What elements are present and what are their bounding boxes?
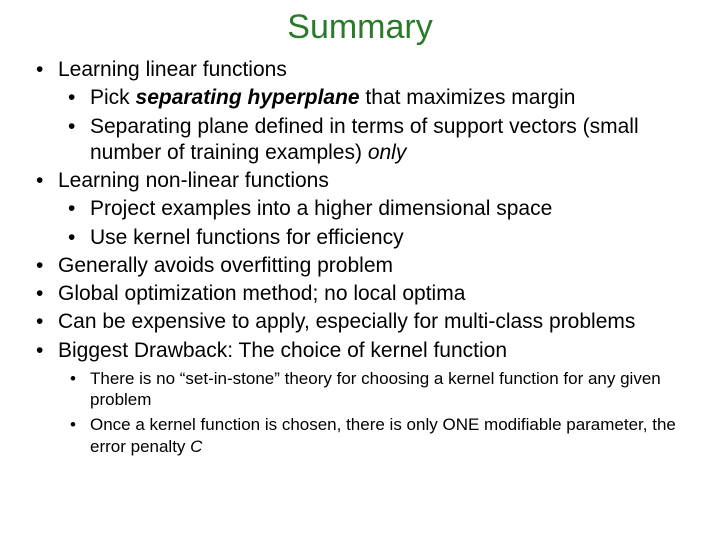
sub-text: Separating plane defined in terms of sup… xyxy=(90,115,639,164)
sub-item: There is no “set-in-stone” theory for ch… xyxy=(90,368,690,411)
sub-text: that maximizes margin xyxy=(360,86,576,109)
bullet-item: Biggest Drawback: The choice of kernel f… xyxy=(58,338,690,457)
sub-text: Once a kernel function is chosen, there … xyxy=(90,415,676,455)
bullet-item: Learning linear functions Pick separatin… xyxy=(58,57,690,166)
slide-title: Summary xyxy=(30,8,690,47)
sub-list: Project examples into a higher dimension… xyxy=(58,196,690,251)
bullet-item: Can be expensive to apply, especially fo… xyxy=(58,309,690,335)
sub-item: Pick separating hyperplane that maximize… xyxy=(90,85,690,111)
sub-text: There is no “set-in-stone” theory for ch… xyxy=(90,369,661,409)
bullet-item: Learning non-linear functions Project ex… xyxy=(58,168,690,251)
bullet-item: Global optimization method; no local opt… xyxy=(58,281,690,307)
italic-text: only xyxy=(368,141,407,164)
bullet-list: Learning linear functions Pick separatin… xyxy=(30,57,690,457)
bullet-text: Can be expensive to apply, especially fo… xyxy=(58,310,635,333)
sub-list-small: There is no “set-in-stone” theory for ch… xyxy=(58,368,690,457)
sub-text: Project examples into a higher dimension… xyxy=(90,197,552,220)
bullet-text: Global optimization method; no local opt… xyxy=(58,282,465,305)
sub-item: Use kernel functions for efficiency xyxy=(90,225,690,251)
slide: Summary Learning linear functions Pick s… xyxy=(0,0,720,540)
italic-text: C xyxy=(190,437,202,456)
bullet-text: Generally avoids overfitting problem xyxy=(58,254,393,277)
sub-item: Once a kernel function is chosen, there … xyxy=(90,414,690,457)
bullet-text: Learning linear functions xyxy=(58,58,287,81)
sub-item: Project examples into a higher dimension… xyxy=(90,196,690,222)
bullet-text: Learning non-linear functions xyxy=(58,169,329,192)
sub-list: Pick separating hyperplane that maximize… xyxy=(58,85,690,166)
bullet-text: Biggest Drawback: The choice of kernel f… xyxy=(58,339,507,362)
bullet-item: Generally avoids overfitting problem xyxy=(58,253,690,279)
sub-text: Pick xyxy=(90,86,136,109)
sub-item: Separating plane defined in terms of sup… xyxy=(90,114,690,167)
sub-text: Use kernel functions for efficiency xyxy=(90,226,404,249)
emphasis-text: separating hyperplane xyxy=(136,86,360,109)
